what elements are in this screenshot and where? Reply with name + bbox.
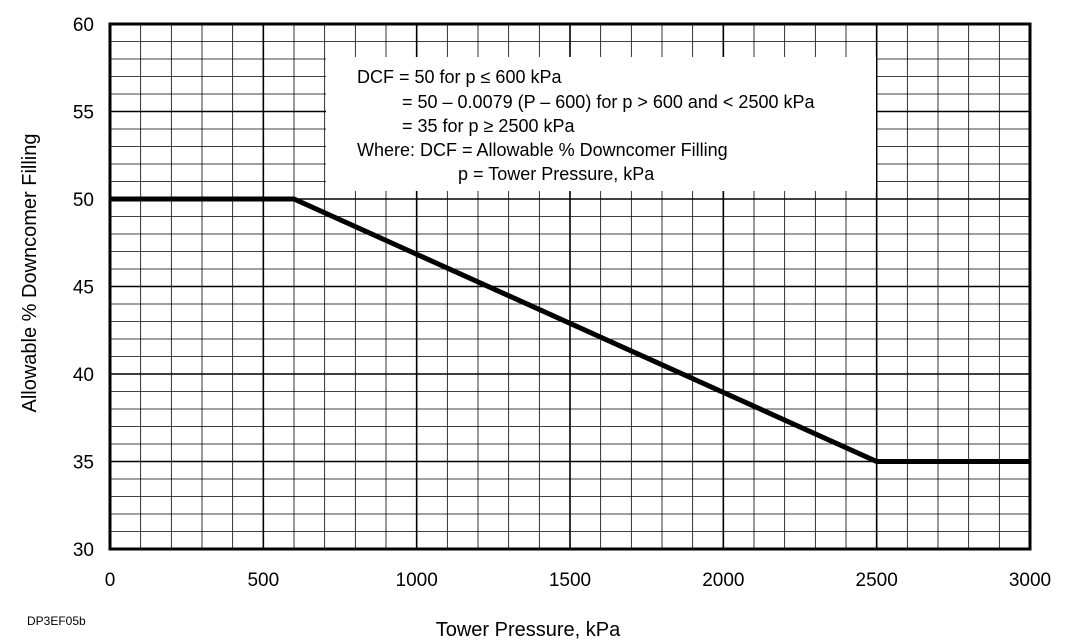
- x-tick-label: 1000: [396, 570, 438, 591]
- x-tick-label: 3000: [1009, 570, 1051, 591]
- y-tick-label: 30: [73, 540, 94, 561]
- y-tick-label: 35: [73, 453, 94, 474]
- x-axis-title: Tower Pressure, kPa: [436, 619, 621, 641]
- plot-frame: [108, 22, 1032, 551]
- y-tick-labels: 30 35 40 45 50 55 60: [73, 15, 94, 561]
- annotation-line-5: p = Tower Pressure, kPa: [458, 164, 655, 184]
- y-tick-label: 50: [73, 190, 94, 211]
- x-tick-labels: 0 500 1000 1500 2000 2500 3000: [105, 570, 1051, 591]
- dcf-series: [110, 196, 1030, 464]
- figure-code: DP3EF05b: [27, 614, 86, 628]
- y-tick-label: 45: [73, 278, 94, 299]
- y-tick-label: 60: [73, 15, 94, 36]
- series-line-0: [110, 196, 1030, 464]
- x-tick-label: 2500: [856, 570, 898, 591]
- annotation-line-4: Where: DCF = Allowable % Downcomer Filli…: [357, 140, 728, 160]
- y-tick-label: 40: [73, 365, 94, 386]
- y-tick-label: 55: [73, 103, 94, 124]
- annotation-line-1: DCF = 50 for p ≤ 600 kPa: [357, 67, 562, 87]
- x-tick-label: 1500: [549, 570, 591, 591]
- annotation-line-3: = 35 for p ≥ 2500 kPa: [402, 116, 575, 136]
- y-axis-title: Allowable % Downcomer Filling: [19, 134, 41, 413]
- x-tick-label: 2000: [702, 570, 744, 591]
- x-tick-label: 0: [105, 570, 116, 591]
- x-tick-label: 500: [247, 570, 279, 591]
- annotation-line-2: = 50 – 0.0079 (P – 600) for p > 600 and …: [402, 92, 815, 112]
- equation-box: [326, 57, 876, 191]
